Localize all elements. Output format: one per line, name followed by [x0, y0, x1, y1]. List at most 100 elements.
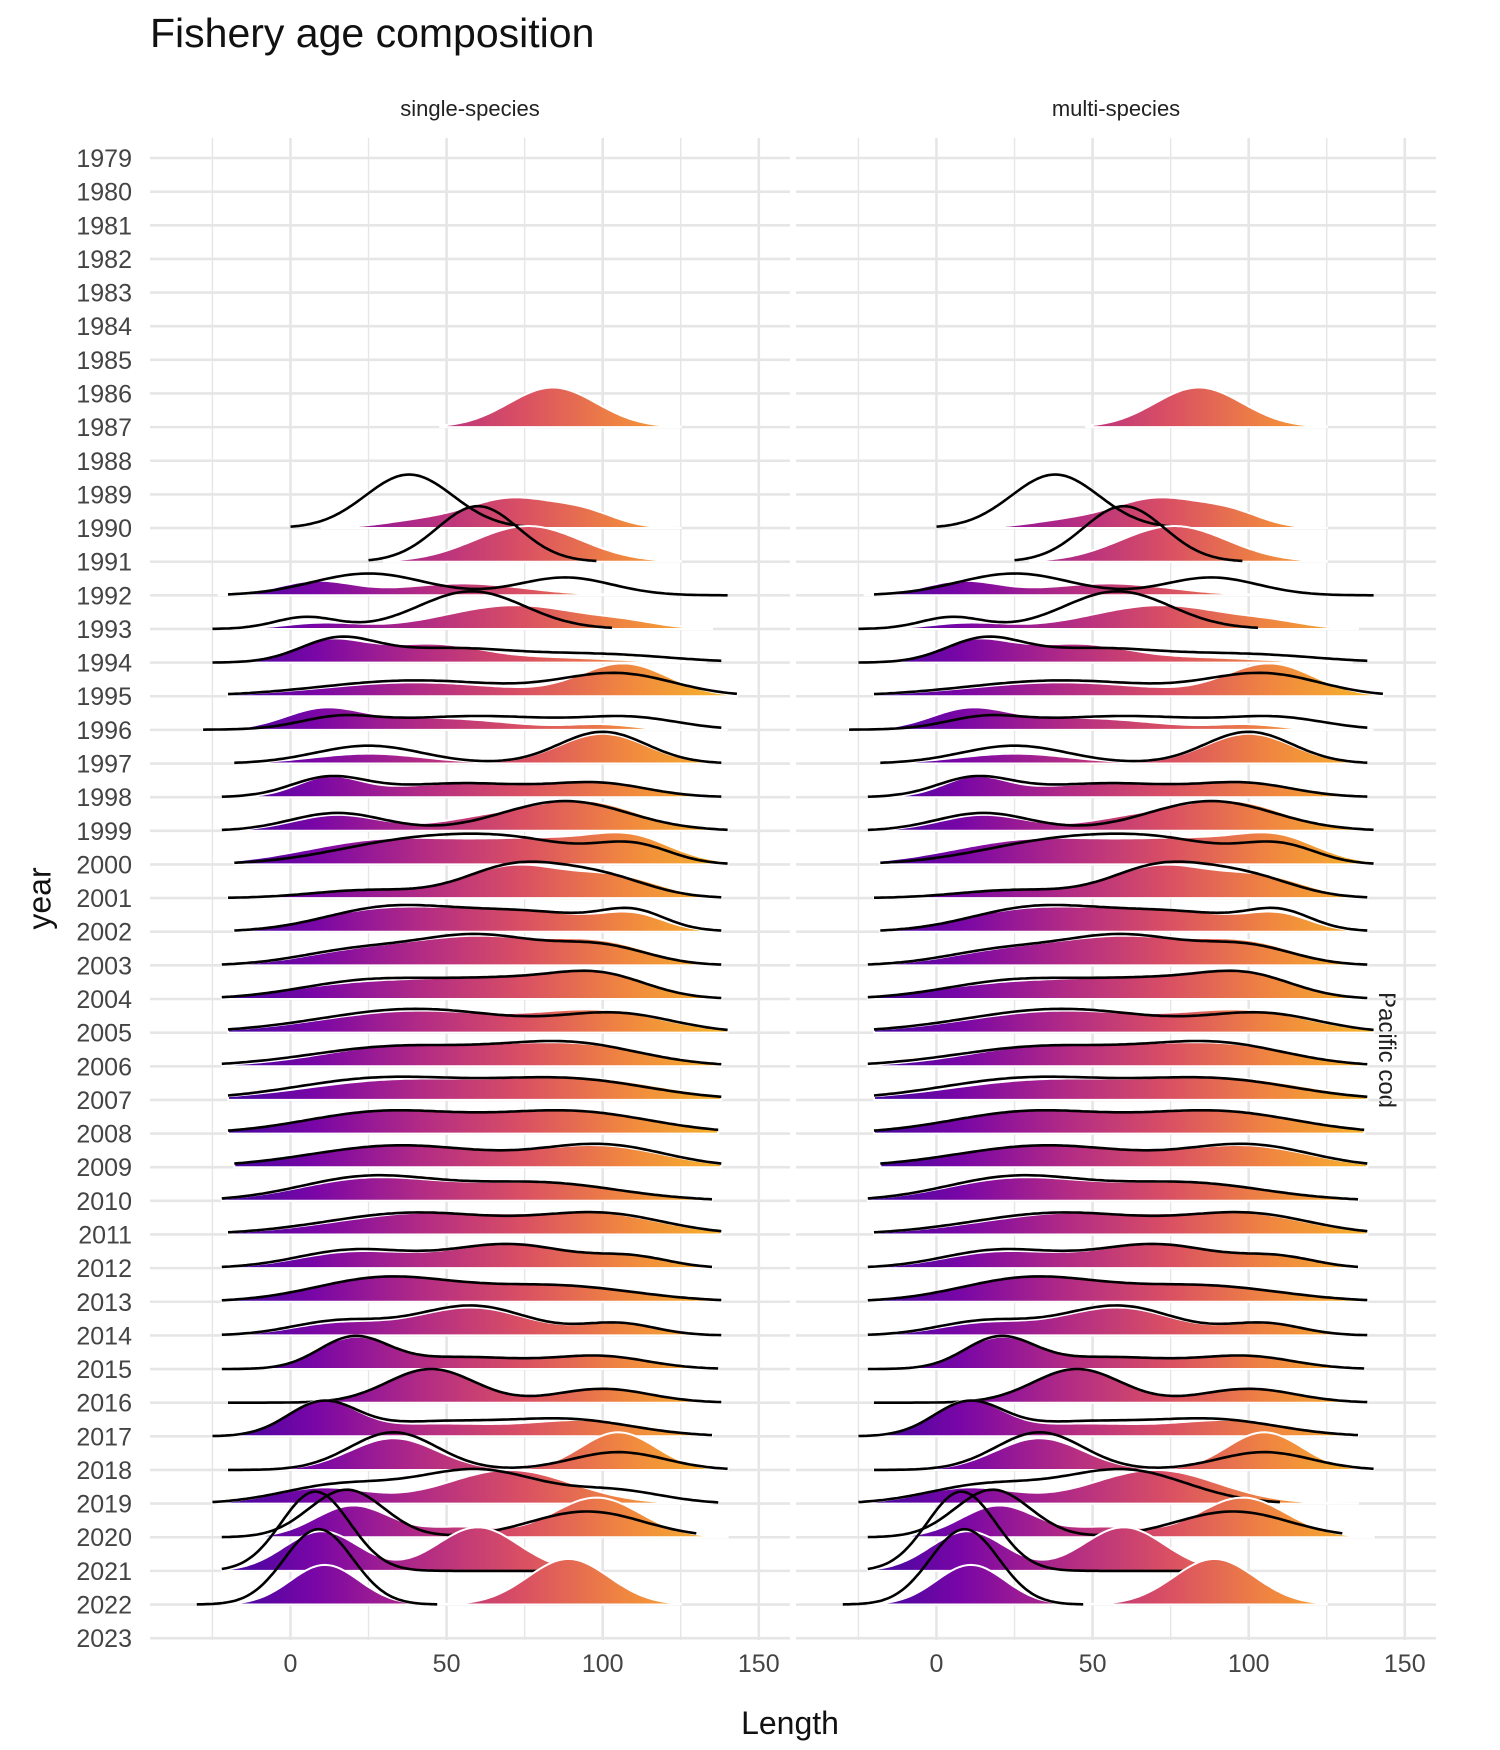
model-line-1998 — [867, 774, 1368, 798]
model-line-2019 — [858, 1467, 1280, 1504]
model-line-2022 — [196, 1527, 438, 1606]
y-tick-label: 1992 — [76, 582, 132, 610]
y-tick-label: 2016 — [76, 1390, 132, 1418]
ridge-2021 — [220, 1526, 557, 1572]
ridge-1987 — [1085, 386, 1328, 429]
x-tick-label: 50 — [1079, 1650, 1107, 1678]
model-line-1999 — [221, 799, 728, 832]
ridge-1998 — [866, 774, 1366, 799]
y-tick-label: 2013 — [76, 1289, 132, 1317]
ridge-1997 — [888, 732, 1363, 765]
x-tick-label: 100 — [1228, 1650, 1270, 1678]
model-line-2018 — [228, 1430, 728, 1472]
model-line-2008 — [227, 1109, 719, 1132]
ridge-2019 — [211, 1468, 713, 1505]
model-line-2015 — [221, 1334, 719, 1371]
x-tick-labels-single: 0 50 100 150 — [284, 1650, 780, 1678]
model-line-2004 — [221, 969, 722, 1000]
y-tick-label: 1987 — [76, 414, 132, 442]
ridge-2016 — [228, 1368, 723, 1404]
y-tick-label: 2012 — [76, 1255, 132, 1283]
model-line-2010 — [867, 1173, 1359, 1201]
facet-strip-multi-species: multi-species — [1051, 96, 1181, 121]
ridge-2021 — [866, 1526, 1203, 1572]
model-line-1990 — [290, 473, 535, 529]
ridge-1998 — [220, 774, 720, 799]
model-line-1994 — [212, 635, 722, 664]
ridge-1996 — [848, 706, 1374, 731]
model-line-2003 — [221, 932, 722, 966]
y-tick-label: 1990 — [76, 515, 132, 543]
model-line-2022 — [842, 1527, 1084, 1606]
model-line-2011 — [227, 1210, 722, 1234]
model-line-2017 — [858, 1399, 1359, 1438]
model-line-2018 — [874, 1430, 1374, 1472]
y-tick-label: 2003 — [76, 952, 132, 980]
y-tick-label: 2002 — [76, 919, 132, 947]
y-tick-label: 1991 — [76, 549, 132, 577]
y-tick-label: 1980 — [76, 179, 132, 207]
y-tick-label: 2005 — [76, 1020, 132, 1048]
y-tick-label: 1981 — [76, 212, 132, 240]
y-tick-label: 1998 — [76, 784, 132, 812]
ridge-1991 — [1029, 525, 1328, 563]
ridge-1999 — [220, 799, 729, 832]
model-line-2002 — [880, 903, 1368, 932]
model-line-2012 — [221, 1242, 713, 1269]
ridge-2022 — [220, 1558, 682, 1606]
y-tick-label: 2008 — [76, 1121, 132, 1149]
model-line-2013 — [867, 1275, 1368, 1302]
y-tick-label: 1995 — [76, 683, 132, 711]
y-tick-label: 1988 — [76, 448, 132, 476]
model-line-2005 — [227, 1007, 728, 1032]
y-tick-label: 2000 — [76, 851, 132, 879]
model-line-1994 — [858, 635, 1368, 664]
ridge-1990 — [320, 496, 682, 529]
y-tick-label: 2017 — [76, 1423, 132, 1451]
model-line-1995 — [873, 671, 1384, 696]
model-line-1993 — [212, 589, 613, 631]
model-line-2009 — [880, 1142, 1368, 1165]
x-tick-label: 100 — [582, 1650, 624, 1678]
model-line-2021 — [221, 1490, 550, 1573]
x-tick-label: 150 — [738, 1650, 780, 1678]
y-tick-label: 2018 — [76, 1457, 132, 1485]
model-line-2002 — [234, 903, 722, 932]
ridge-2013 — [866, 1275, 1369, 1303]
y-tick-label: 1996 — [76, 717, 132, 745]
ridge-1994 — [211, 637, 707, 664]
ridge-2017 — [857, 1398, 1359, 1438]
ridge-2013 — [220, 1275, 723, 1303]
x-tick-label: 0 — [930, 1650, 944, 1678]
model-line-2006 — [221, 1039, 722, 1066]
model-line-2015 — [867, 1334, 1365, 1371]
y-tick-label: 2010 — [76, 1188, 132, 1216]
y-tick-label: 1997 — [76, 751, 132, 779]
y-tick-label: 2022 — [76, 1592, 132, 1620]
model-line-1991 — [368, 504, 597, 563]
ridge-2015 — [220, 1335, 720, 1370]
model-line-2003 — [867, 932, 1368, 966]
model-line-2006 — [867, 1039, 1368, 1066]
y-tick-label: 1986 — [76, 380, 132, 408]
model-line-2021 — [867, 1490, 1196, 1573]
y-tick-label: 1984 — [76, 313, 132, 341]
ridges-multi — [842, 386, 1384, 1606]
facet-strip-single-species: single-species — [400, 96, 540, 121]
y-tick-label: 2001 — [76, 885, 132, 913]
model-line-1999 — [867, 799, 1374, 832]
chart-title: Fishery age composition — [150, 10, 595, 56]
x-tick-label: 50 — [433, 1650, 461, 1678]
ridge-1991 — [383, 525, 682, 563]
model-line-1992 — [227, 572, 728, 597]
y-tick-label: 2014 — [76, 1322, 132, 1350]
ridge-2003 — [866, 934, 1369, 967]
ridge-1993 — [857, 604, 1359, 630]
model-line-2005 — [873, 1007, 1374, 1032]
ridge-1999 — [866, 799, 1375, 832]
y-tick-label: 1985 — [76, 347, 132, 375]
ridge-1990 — [966, 496, 1328, 529]
y-tick-labels: 1979 1980 1981 1982 1983 1984 1985 1986 1987 1988… — [76, 145, 132, 1653]
x-axis-title: Length — [741, 1705, 839, 1741]
